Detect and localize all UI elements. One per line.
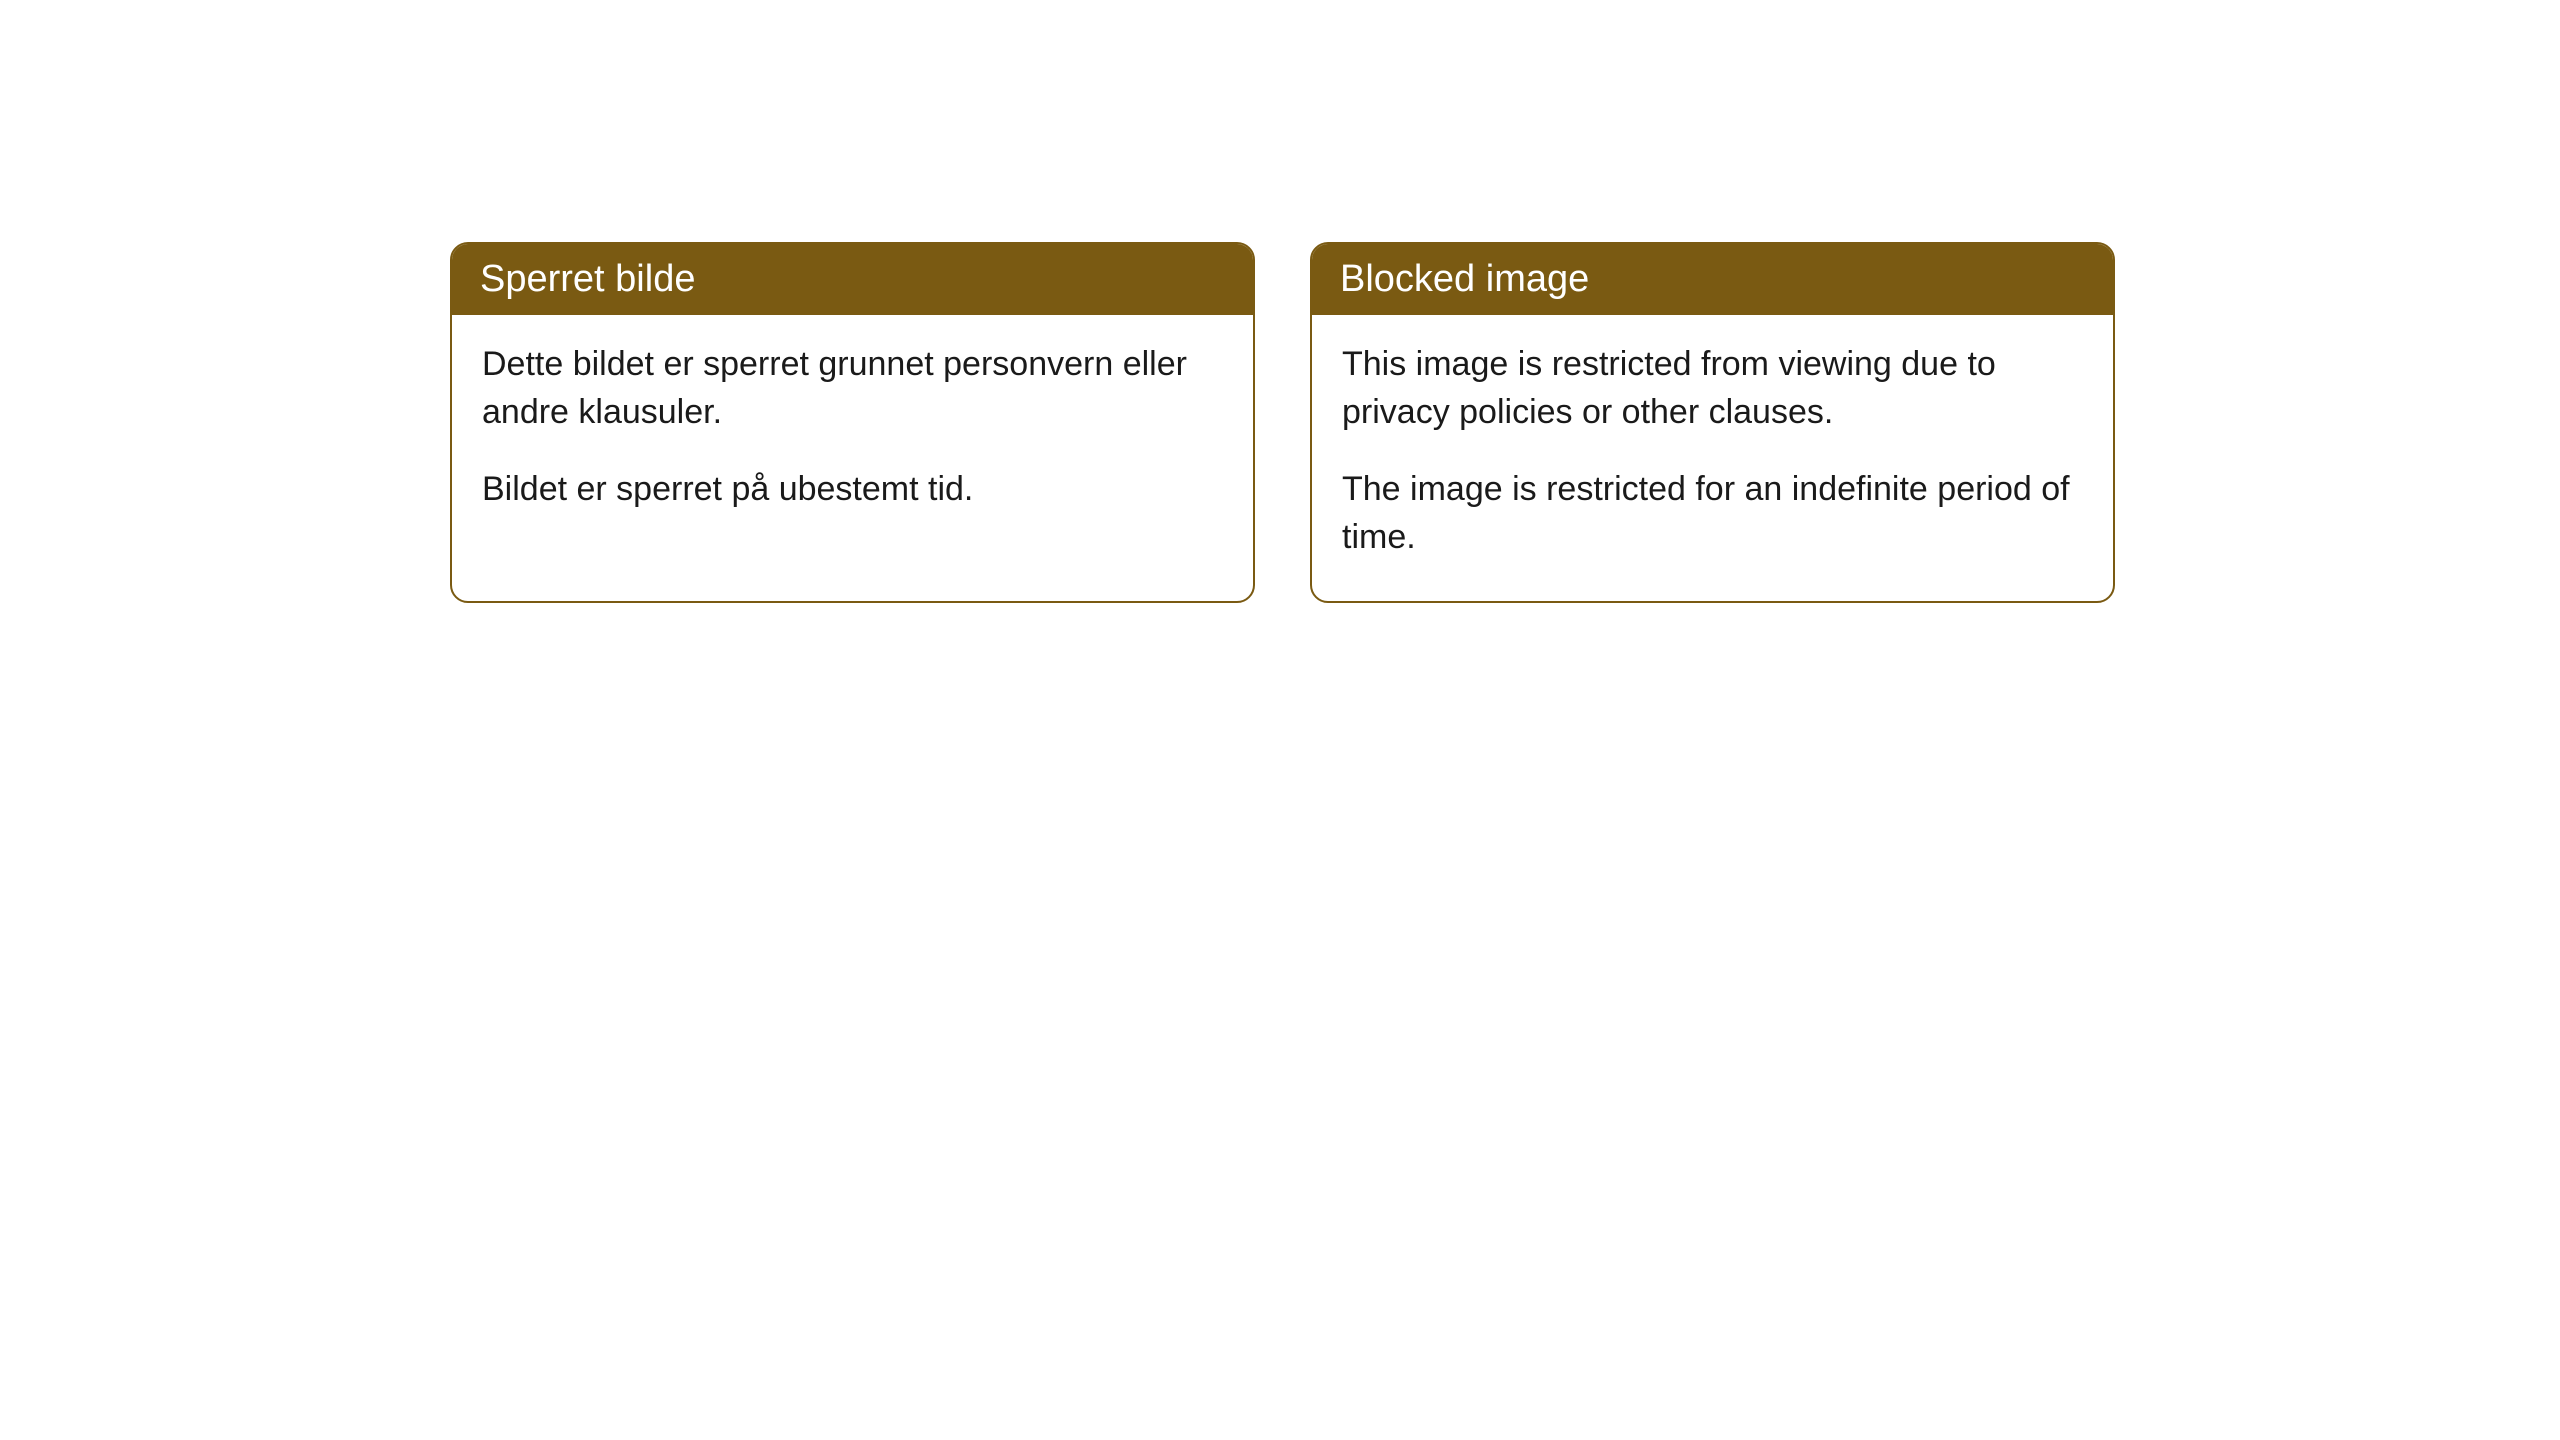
card-header-norwegian: Sperret bilde bbox=[452, 244, 1253, 315]
card-paragraph: The image is restricted for an indefinit… bbox=[1342, 466, 2083, 561]
card-body-norwegian: Dette bildet er sperret grunnet personve… bbox=[452, 315, 1253, 554]
notice-cards-container: Sperret bilde Dette bildet er sperret gr… bbox=[450, 242, 2115, 603]
notice-card-english: Blocked image This image is restricted f… bbox=[1310, 242, 2115, 603]
card-title: Sperret bilde bbox=[480, 258, 695, 300]
card-header-english: Blocked image bbox=[1312, 244, 2113, 315]
card-paragraph: Dette bildet er sperret grunnet personve… bbox=[482, 341, 1223, 436]
card-paragraph: Bildet er sperret på ubestemt tid. bbox=[482, 466, 1223, 514]
card-paragraph: This image is restricted from viewing du… bbox=[1342, 341, 2083, 436]
notice-card-norwegian: Sperret bilde Dette bildet er sperret gr… bbox=[450, 242, 1255, 603]
card-body-english: This image is restricted from viewing du… bbox=[1312, 315, 2113, 601]
card-title: Blocked image bbox=[1340, 258, 1589, 300]
